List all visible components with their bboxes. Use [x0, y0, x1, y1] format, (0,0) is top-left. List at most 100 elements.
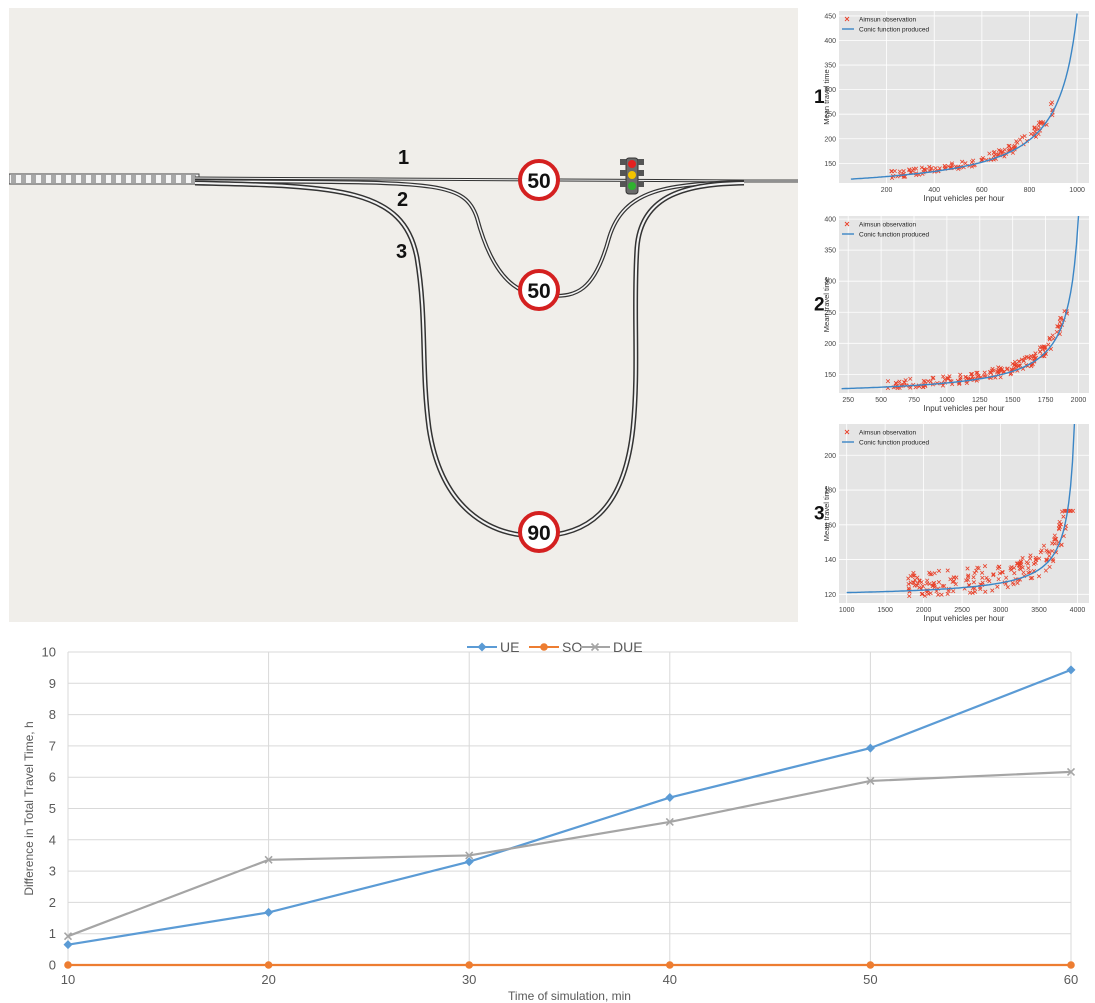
- observation-point: [1028, 576, 1033, 581]
- route-label-3: 3: [396, 241, 407, 263]
- observation-point: [922, 593, 927, 598]
- observation-point: [897, 169, 902, 174]
- y-tick-label: 200: [824, 341, 836, 348]
- observation-point: [1011, 582, 1016, 587]
- route-label-2: 2: [397, 189, 408, 211]
- observation-point: [980, 575, 985, 580]
- observation-point: [936, 568, 942, 573]
- observation-point: [945, 376, 950, 381]
- x-tick-label: 1750: [1038, 397, 1054, 404]
- route-3-road: [194, 180, 745, 539]
- observation-point: [972, 570, 977, 576]
- observation-point: [919, 580, 924, 585]
- x-tick-label: 1000: [1069, 187, 1085, 194]
- observation-point: [1041, 353, 1046, 358]
- observation-point: [960, 159, 965, 164]
- observation-point: [1032, 126, 1037, 131]
- x-tick-label: 250: [842, 397, 854, 404]
- observation-point: [958, 375, 963, 380]
- observation-point: [1047, 564, 1052, 570]
- y-tick-label: 400: [824, 38, 836, 45]
- observation-point: [911, 570, 916, 576]
- observation-point: [1025, 561, 1031, 566]
- observation-point: [1004, 575, 1009, 580]
- observation-point: [1012, 359, 1018, 365]
- y-tick-label: 400: [824, 217, 836, 224]
- observation-point: [1012, 565, 1017, 570]
- observation-point: [1021, 570, 1026, 575]
- observation-point: [913, 166, 919, 171]
- y-tick-label: 200: [824, 453, 836, 460]
- y-tick-label: 120: [824, 592, 836, 599]
- observation-point: [987, 151, 992, 156]
- svg-text:90: 90: [527, 522, 550, 545]
- observation-point: [1047, 337, 1052, 342]
- observation-point: [1022, 133, 1027, 139]
- data-point-ue: [63, 940, 73, 950]
- observation-point: [912, 573, 917, 578]
- speed-limit-sign-route-1: 50: [518, 159, 560, 201]
- travel-time-plots: 1 200 400 600 800 1000 150 200 250 300 350 400 450 Ai…: [806, 8, 1095, 628]
- observation-point: [920, 592, 925, 597]
- observation-point: [1033, 560, 1038, 566]
- panel-label: 2: [814, 295, 825, 316]
- observation-point: [983, 589, 988, 594]
- observation-point: [1031, 353, 1037, 359]
- observation-point: [936, 592, 941, 597]
- observation-point: [971, 575, 976, 580]
- plot-area: [839, 11, 1089, 183]
- observation-point: [1037, 556, 1042, 561]
- conic-function-curve: [850, 13, 1078, 180]
- observation-point: [929, 165, 934, 171]
- observation-point: [1057, 519, 1062, 524]
- observation-point: [1029, 131, 1034, 137]
- series-due: [63, 767, 1076, 941]
- observation-point: [1026, 565, 1031, 571]
- panel-label: 3: [814, 504, 825, 525]
- observation-point: [966, 583, 971, 588]
- observation-point: [901, 169, 906, 174]
- y-axis-label: Mean travel time: [822, 486, 831, 541]
- legend-label-curve: Conic function produced: [859, 440, 929, 447]
- observation-point: [990, 588, 995, 593]
- observation-point: [1015, 561, 1020, 566]
- observation-point: [1060, 509, 1065, 514]
- data-point-so: [264, 961, 273, 969]
- legend-label-observation: Aimsun observation: [859, 17, 916, 24]
- data-point-ue: [665, 793, 675, 803]
- observation-point: [1052, 537, 1057, 542]
- x-tick-label: 10: [61, 972, 75, 987]
- observation-point: [1055, 324, 1060, 329]
- observation-point: [998, 375, 1003, 380]
- data-point-due: [665, 817, 674, 827]
- observation-point: [1009, 567, 1014, 572]
- observation-point: [980, 570, 985, 575]
- observation-point: [1039, 344, 1045, 349]
- observation-point: [967, 590, 973, 595]
- y-tick-label: 250: [824, 112, 836, 119]
- observation-point: [964, 380, 969, 386]
- observation-point: [1005, 585, 1010, 590]
- observation-point: [924, 581, 930, 586]
- observation-point: [1039, 548, 1044, 553]
- observation-point: [912, 577, 918, 582]
- observation-point: [1005, 366, 1010, 371]
- observation-point: [998, 148, 1003, 154]
- observation-point: [975, 370, 980, 375]
- conic-function-curve: [846, 423, 1076, 594]
- observation-point: [980, 580, 985, 585]
- observation-point: [996, 577, 1001, 582]
- y-tick-label: 6: [49, 770, 56, 785]
- data-point-ue: [464, 857, 474, 867]
- observation-point: [963, 374, 968, 380]
- y-tick-label: 150: [824, 372, 836, 379]
- observation-point: [1050, 541, 1055, 546]
- observation-point: [912, 583, 917, 588]
- observation-point: [997, 571, 1002, 576]
- panel-label: 1: [814, 87, 825, 108]
- observation-point: [1026, 355, 1031, 360]
- observation-point: [922, 167, 927, 172]
- data-point-so: [465, 961, 474, 969]
- y-tick-label: 150: [824, 161, 836, 168]
